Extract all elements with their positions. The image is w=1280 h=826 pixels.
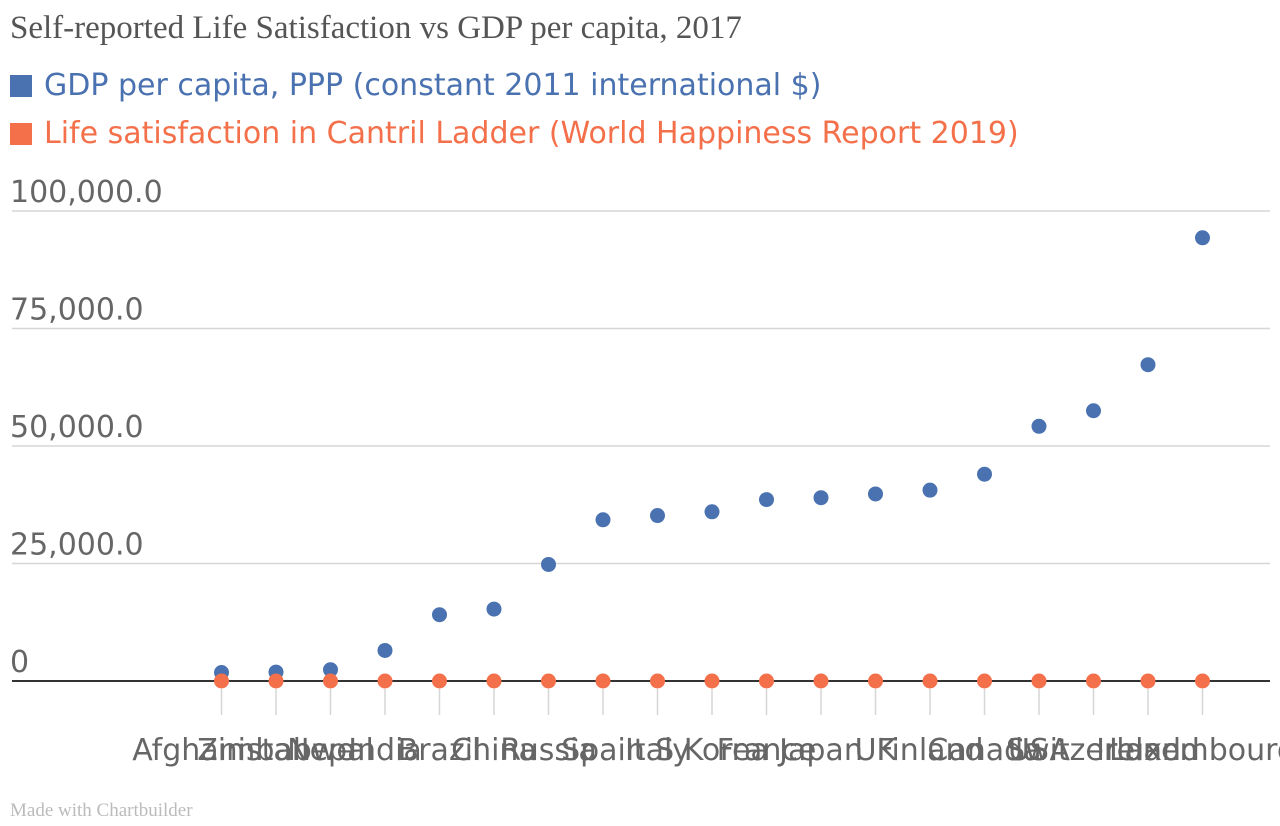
data-point-life-satisfaction: [1086, 673, 1101, 689]
x-tick-label: Switzerland: [1006, 733, 1181, 768]
x-tick-label: Finland: [876, 733, 983, 768]
data-point-life-satisfaction: [377, 673, 393, 689]
data-point-gdp: [759, 492, 774, 508]
data-point-life-satisfaction: [1195, 673, 1210, 689]
legend-swatch-gdp: [10, 74, 32, 97]
data-point-life-satisfaction: [214, 673, 229, 689]
data-point-gdp: [1140, 357, 1156, 373]
data-point-life-satisfaction: [541, 673, 556, 689]
x-tick-label: India: [348, 733, 422, 768]
data-point-gdp: [868, 486, 883, 502]
x-tick-label: Zimbabwe: [197, 733, 355, 768]
y-tick-label: 75,000.0: [10, 293, 144, 328]
x-tick-label: USA: [1008, 733, 1071, 768]
data-point-gdp: [650, 508, 665, 524]
data-point-life-satisfaction: [650, 673, 665, 689]
data-point-gdp: [323, 662, 338, 678]
x-tick-label: Japan: [777, 733, 863, 768]
data-point-gdp: [922, 482, 938, 498]
data-point-gdp: [486, 601, 502, 617]
data-point-gdp: [1195, 230, 1210, 246]
data-point-life-satisfaction: [1031, 673, 1047, 689]
x-tick-label: Russia: [500, 733, 597, 768]
x-tick-label: S Korea: [655, 733, 769, 768]
data-point-gdp: [432, 607, 447, 623]
data-point-gdp: [977, 466, 992, 482]
data-point-gdp: [377, 642, 393, 658]
x-tick-label: Italy: [625, 733, 690, 768]
data-point-gdp: [1086, 403, 1101, 419]
data-point-gdp: [813, 490, 829, 506]
data-point-gdp: [541, 556, 556, 572]
y-tick-label: 50,000.0: [10, 410, 144, 445]
x-tick-label: China: [451, 733, 537, 768]
chart-title: Self-reported Life Satisfaction vs GDP p…: [10, 10, 742, 46]
data-point-gdp: [595, 512, 611, 528]
x-tick-label: Canada: [927, 733, 1041, 768]
legend-label-gdp: GDP per capita, PPP (constant 2011 inter…: [44, 68, 822, 103]
x-tick-label: Spain: [561, 733, 645, 768]
x-tick-label: Nepal: [287, 733, 374, 768]
x-tick-label: UK: [855, 733, 898, 768]
legend-swatch-life-satisfaction: [10, 122, 32, 145]
data-point-gdp: [704, 504, 720, 520]
x-tick-label: France: [717, 733, 817, 768]
data-point-life-satisfaction: [268, 673, 284, 689]
x-tick-label: Luxembourg: [1109, 733, 1280, 768]
data-point-gdp: [1031, 418, 1047, 434]
x-tick-label: Afghanistan: [132, 733, 311, 768]
data-point-life-satisfaction: [595, 673, 611, 689]
data-point-life-satisfaction: [813, 673, 829, 689]
data-point-life-satisfaction: [704, 673, 720, 689]
data-point-life-satisfaction: [1140, 673, 1156, 689]
data-point-life-satisfaction: [868, 673, 883, 689]
x-tick-label: Brazil: [398, 733, 482, 768]
data-point-life-satisfaction: [323, 673, 338, 689]
legend-label-life-satisfaction: Life satisfaction in Cantril Ladder (Wor…: [44, 116, 1019, 151]
y-tick-label: 0: [10, 645, 29, 680]
legend-item-gdp: GDP per capita, PPP (constant 2011 inter…: [10, 68, 821, 103]
data-point-life-satisfaction: [759, 673, 774, 689]
x-tick-label: Ireland: [1096, 733, 1200, 768]
y-tick-label: 100,000.0: [10, 175, 163, 210]
credit-text: Made with Chartbuilder: [10, 800, 193, 821]
y-tick-label: 25,000.0: [10, 528, 144, 563]
data-point-life-satisfaction: [486, 673, 502, 689]
data-point-life-satisfaction: [977, 673, 992, 689]
data-point-life-satisfaction: [432, 673, 447, 689]
data-point-life-satisfaction: [922, 673, 938, 689]
legend-item-life-satisfaction: Life satisfaction in Cantril Ladder (Wor…: [10, 116, 1019, 151]
